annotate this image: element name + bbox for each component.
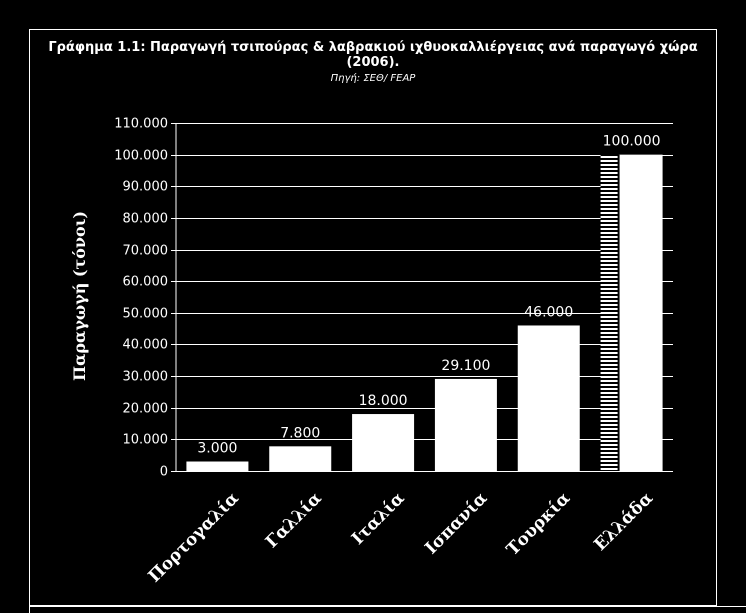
y-tick-label: 20.000 — [123, 402, 169, 417]
gridlines — [171, 123, 673, 472]
chart-title-line1: Γράφημα 1.1: Παραγωγή τσιπούρας & λαβρακ… — [48, 40, 697, 55]
data-labels: 3.000 7.800 18.000 29.100 46.000 100.000 — [197, 134, 660, 457]
y-tick-label: 100.000 — [114, 149, 168, 164]
data-label: 3.000 — [197, 441, 237, 457]
y-tick-label: 70.000 — [123, 244, 169, 259]
bar-solid-part — [618, 154, 663, 472]
bar-striped-part — [600, 154, 619, 472]
y-tick-label: 60.000 — [123, 275, 169, 290]
x-category-label: Ισπανία — [421, 488, 491, 558]
y-tick-label: 50.000 — [123, 307, 169, 322]
data-label: 7.800 — [280, 425, 320, 441]
y-tick-label: 40.000 — [123, 338, 169, 353]
data-label: 18.000 — [359, 393, 408, 409]
chart-source: Πηγή: ΣΕΘ/ FEAP — [331, 72, 417, 84]
x-category-label: Γαλλία — [262, 488, 326, 552]
data-label: 46.000 — [524, 304, 573, 320]
bar — [517, 325, 580, 471]
category-labels: Πορτογαλία Γαλλία Ιταλία Ισπανία Τουρκία Ελλά… — [145, 488, 657, 586]
y-tick-label: 90.000 — [123, 180, 169, 195]
y-tick-label: 110.000 — [114, 117, 168, 132]
chart-frame-bottom-edge — [29, 606, 746, 613]
data-label: 100.000 — [603, 134, 661, 150]
bar — [352, 414, 415, 471]
y-tick-label: 10.000 — [123, 433, 169, 448]
x-category-label: Τουρκία — [503, 488, 575, 560]
y-tick-labels: 0 10.000 20.000 30.000 40.000 50.000 60.000 70.… — [114, 117, 168, 480]
bar — [600, 154, 663, 472]
y-axis-title: Παραγωγή (τόνοι) — [70, 211, 89, 381]
x-category-label: Ελλάδα — [590, 488, 657, 555]
bar — [269, 446, 332, 471]
y-tick-label: 30.000 — [123, 370, 169, 385]
y-tick-label: 0 — [160, 465, 168, 480]
data-label: 29.100 — [441, 358, 490, 374]
chart-title-line2: (2006). — [346, 55, 399, 70]
bar — [434, 378, 497, 471]
bar — [186, 461, 249, 471]
bars — [186, 154, 663, 472]
x-category-label: Πορτογαλία — [145, 488, 243, 586]
x-category-label: Ιταλία — [348, 488, 409, 549]
y-tick-label: 80.000 — [123, 212, 169, 227]
